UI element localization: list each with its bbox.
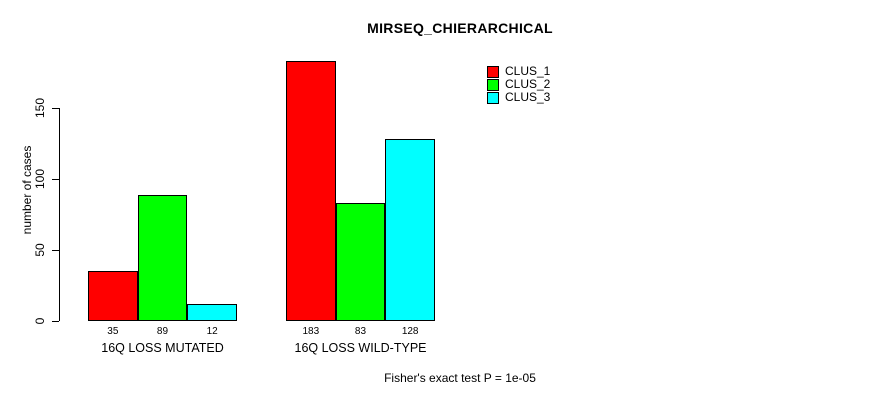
y-tick-label: 50: [33, 243, 47, 257]
bar-clus_2-group1: [137, 195, 188, 321]
y-tick: [52, 179, 59, 180]
legend-swatch-clus_3: [487, 91, 499, 104]
y-axis-label: number of cases: [20, 145, 34, 235]
bar-value-label: 128: [401, 326, 419, 337]
y-tick-label: 100: [33, 168, 47, 190]
legend-label: CLUS_1: [505, 64, 551, 78]
y-tick: [52, 321, 59, 322]
bar-clus_3-group2: [385, 139, 435, 321]
legend-swatch-clus_2: [487, 78, 499, 91]
legend-label: CLUS_3: [505, 90, 551, 104]
legend-row-clus_1: CLUS_1: [487, 65, 550, 78]
y-tick: [52, 250, 59, 251]
bar-clus_2-group2: [335, 203, 386, 321]
bar-value-label: 35: [107, 326, 119, 337]
legend-swatch-clus_1: [487, 65, 499, 78]
bar-value-label: 83: [354, 326, 367, 337]
legend-row-clus_3: CLUS_3: [487, 91, 550, 104]
chart-title: MIRSEQ_CHIERARCHICAL: [367, 20, 553, 36]
bar-value-label: 89: [156, 326, 169, 337]
legend-label: CLUS_2: [505, 77, 551, 91]
legend-row-clus_2: CLUS_2: [487, 78, 550, 91]
bar-clus_3-group1: [187, 304, 237, 321]
y-axis-line: [59, 108, 60, 321]
bar-value-label: 12: [206, 326, 218, 337]
bar-clus_1-group2: [286, 61, 336, 321]
stat-annotation: Fisher's exact test P = 1e-05: [384, 371, 536, 385]
legend: CLUS_1 CLUS_2 CLUS_3: [487, 65, 550, 104]
bar-clus_1-group1: [88, 271, 138, 321]
bar-value-label: 183: [302, 326, 320, 337]
y-tick-label: 150: [33, 97, 47, 119]
y-tick: [52, 108, 59, 109]
group-label: 16Q LOSS MUTATED: [101, 341, 224, 355]
y-tick-label: 0: [33, 317, 47, 325]
group-label: 16Q LOSS WILD-TYPE: [294, 341, 427, 355]
